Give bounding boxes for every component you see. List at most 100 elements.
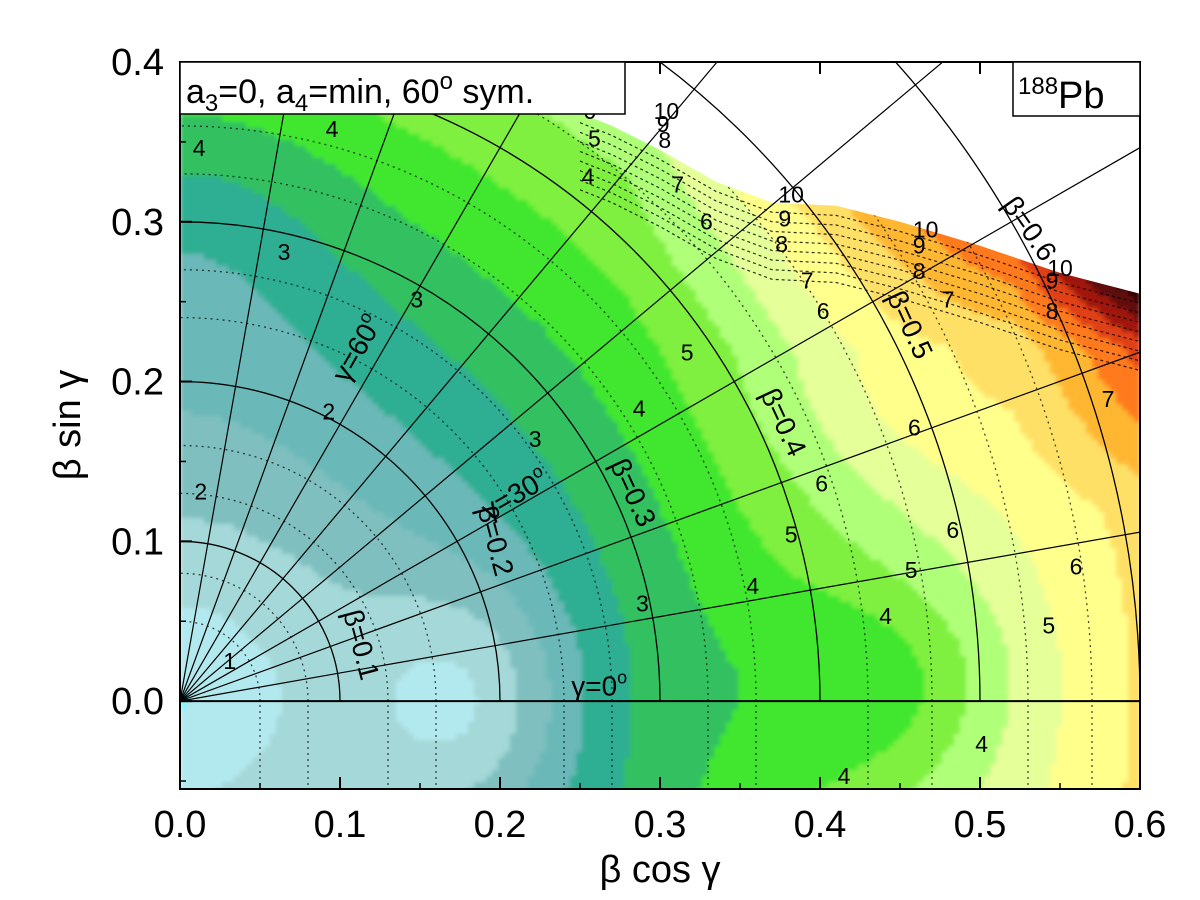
surface-cell xyxy=(414,122,421,129)
surface-cell xyxy=(294,248,301,255)
surface-cell xyxy=(396,242,403,249)
surface-cell xyxy=(192,218,199,225)
surface-cell xyxy=(684,188,691,195)
surface-cell xyxy=(300,242,307,249)
surface-cell xyxy=(294,188,301,195)
surface-cell xyxy=(606,152,613,159)
surface-cell xyxy=(234,212,241,219)
surface-cell xyxy=(294,134,301,141)
surface-cell xyxy=(570,176,577,183)
surface-cell xyxy=(858,224,865,231)
surface-cell xyxy=(306,206,313,213)
surface-cell xyxy=(552,122,559,129)
surface-cell xyxy=(420,218,427,225)
surface-cell xyxy=(558,200,565,207)
surface-cell xyxy=(498,113,505,117)
surface-cell xyxy=(318,236,325,243)
surface-cell xyxy=(456,206,463,213)
surface-cell xyxy=(372,170,379,177)
surface-cell xyxy=(540,128,547,135)
surface-cell xyxy=(300,182,307,189)
surface-cell xyxy=(606,230,613,237)
surface-cell xyxy=(282,224,289,231)
surface-cell xyxy=(336,113,343,117)
surface-cell xyxy=(534,158,541,165)
surface-cell xyxy=(624,140,631,147)
surface-cell xyxy=(486,122,493,129)
surface-cell xyxy=(558,158,565,165)
surface-cell xyxy=(534,212,541,219)
surface-cell xyxy=(216,224,223,231)
surface-cell xyxy=(582,206,589,213)
surface-cell xyxy=(666,176,673,183)
surface-cell xyxy=(522,116,529,123)
surface-cell xyxy=(738,188,745,195)
surface-cell xyxy=(498,182,505,189)
surface-cell xyxy=(420,230,427,237)
surface-cell xyxy=(342,218,349,225)
surface-cell xyxy=(720,206,727,213)
surface-cell xyxy=(216,248,223,255)
surface-cell xyxy=(480,140,487,147)
surface-cell xyxy=(828,224,835,231)
surface-cell xyxy=(474,224,481,231)
surface-cell xyxy=(426,194,433,201)
surface-cell xyxy=(210,248,217,255)
surface-cell xyxy=(240,224,247,231)
surface-cell xyxy=(642,236,649,243)
surface-cell xyxy=(624,236,631,243)
surface-cell xyxy=(258,194,265,201)
surface-cell xyxy=(540,164,547,171)
surface-cell xyxy=(528,200,535,207)
surface-cell xyxy=(390,182,397,189)
surface-cell xyxy=(276,146,283,153)
surface-cell xyxy=(456,176,463,183)
surface-cell xyxy=(576,128,583,135)
surface-cell xyxy=(534,242,541,249)
surface-cell xyxy=(570,152,577,159)
surface-cell xyxy=(210,212,217,219)
surface-cell xyxy=(252,170,259,177)
surface-cell xyxy=(786,212,793,219)
surface-cell xyxy=(384,122,391,129)
surface-cell xyxy=(186,206,193,213)
surface-cell xyxy=(372,116,379,123)
surface-cell xyxy=(534,176,541,183)
surface-cell xyxy=(858,242,865,249)
surface-cell xyxy=(516,182,523,189)
surface-cell xyxy=(474,134,481,141)
surface-cell xyxy=(666,242,673,249)
surface-cell xyxy=(516,236,523,243)
surface-cell xyxy=(570,212,577,219)
surface-cell xyxy=(234,236,241,243)
surface-cell xyxy=(222,206,229,213)
surface-cell xyxy=(288,122,295,129)
surface-cell xyxy=(702,200,709,207)
surface-cell xyxy=(360,224,367,231)
surface-cell xyxy=(180,122,187,129)
surface-cell xyxy=(474,194,481,201)
surface-cell xyxy=(396,212,403,219)
surface-cell xyxy=(804,236,811,243)
surface-cell xyxy=(414,224,421,231)
surface-cell xyxy=(870,224,877,231)
surface-cell xyxy=(504,140,511,147)
surface-cell xyxy=(300,218,307,225)
surface-cell xyxy=(330,242,337,249)
surface-cell xyxy=(312,170,319,177)
surface-cell xyxy=(348,176,355,183)
surface-cell xyxy=(354,230,361,237)
surface-cell xyxy=(354,206,361,213)
surface-cell xyxy=(402,212,409,219)
surface-cell xyxy=(204,176,211,183)
surface-cell xyxy=(306,248,313,255)
surface-cell xyxy=(342,206,349,213)
surface-cell xyxy=(600,134,607,141)
surface-cell xyxy=(504,224,511,231)
surface-cell xyxy=(444,164,451,171)
surface-cell xyxy=(348,224,355,231)
surface-cell xyxy=(306,224,313,231)
surface-cell xyxy=(396,200,403,207)
surface-cell xyxy=(516,224,523,231)
surface-cell xyxy=(684,182,691,189)
